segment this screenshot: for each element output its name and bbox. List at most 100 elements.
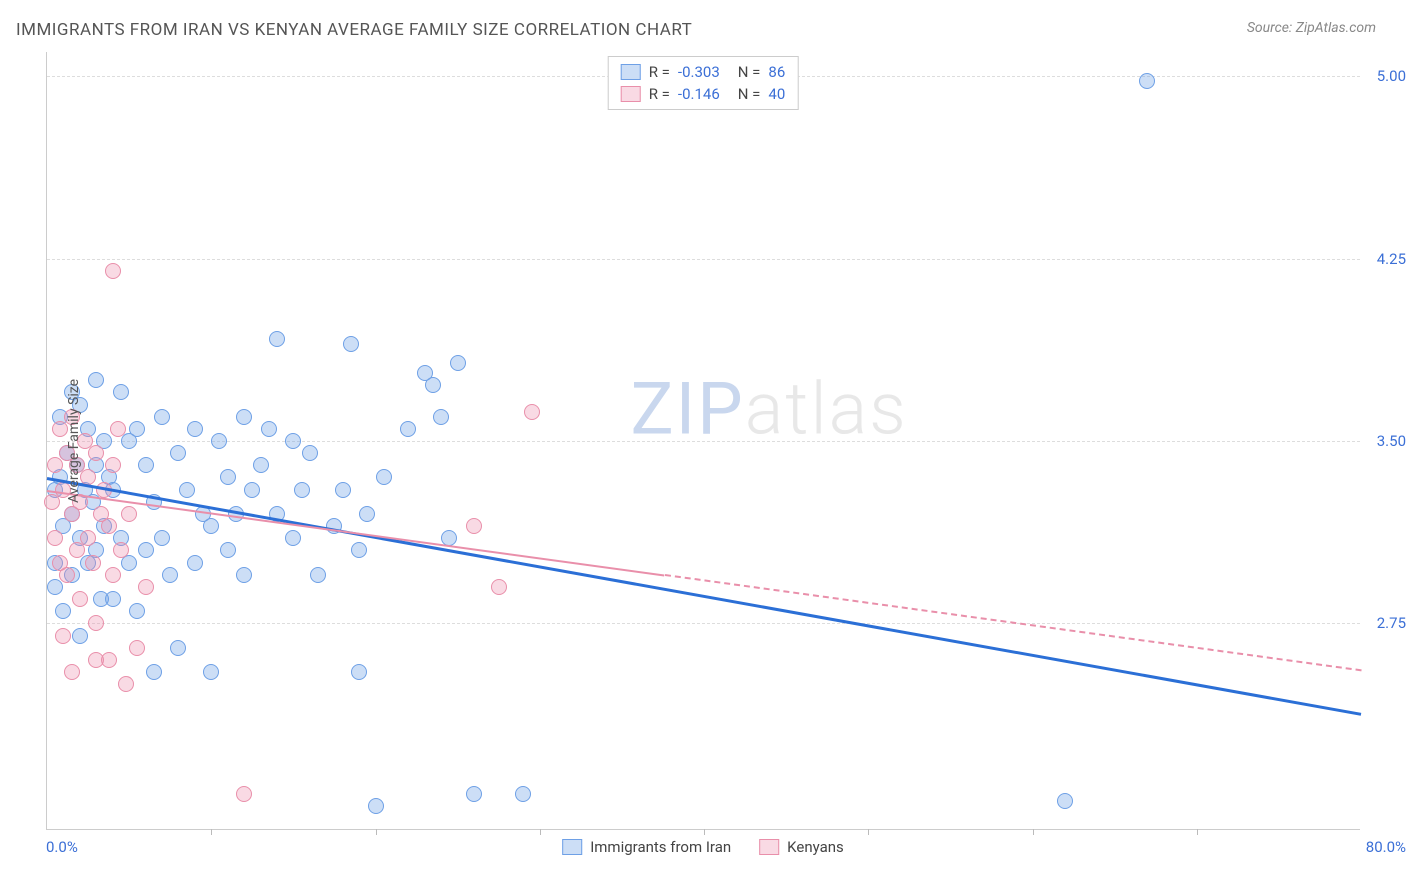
legend-row-iran: R = -0.303 N = 86 bbox=[621, 61, 786, 83]
data-point bbox=[236, 786, 252, 802]
data-point bbox=[1139, 73, 1155, 89]
data-point bbox=[187, 555, 203, 571]
data-point bbox=[138, 579, 154, 595]
data-point bbox=[310, 567, 326, 583]
data-point bbox=[80, 530, 96, 546]
data-point bbox=[425, 377, 441, 393]
data-point bbox=[88, 372, 104, 388]
data-point bbox=[450, 355, 466, 371]
r-value-iran: -0.303 bbox=[678, 63, 720, 81]
data-point bbox=[88, 445, 104, 461]
data-point bbox=[285, 433, 301, 449]
y-tick-label: 5.00 bbox=[1366, 67, 1406, 85]
data-point bbox=[203, 518, 219, 534]
n-value-iran: 86 bbox=[768, 63, 785, 81]
data-point bbox=[220, 542, 236, 558]
data-point bbox=[1057, 793, 1073, 809]
data-point bbox=[113, 384, 129, 400]
data-point bbox=[351, 542, 367, 558]
data-point bbox=[368, 798, 384, 814]
data-point bbox=[44, 494, 60, 510]
y-tick-label: 2.75 bbox=[1366, 614, 1406, 632]
gridline-h bbox=[47, 259, 1360, 260]
data-point bbox=[236, 567, 252, 583]
data-point bbox=[376, 469, 392, 485]
data-point bbox=[138, 542, 154, 558]
data-point bbox=[138, 457, 154, 473]
r-label: R = bbox=[649, 63, 670, 81]
data-point bbox=[105, 263, 121, 279]
data-point bbox=[47, 457, 63, 473]
legend-row-kenyans: R = -0.146 N = 40 bbox=[621, 83, 786, 105]
data-point bbox=[162, 567, 178, 583]
data-point bbox=[524, 404, 540, 420]
correlation-legend: R = -0.303 N = 86 R = -0.146 N = 40 bbox=[608, 56, 799, 110]
r-value-kenyans: -0.146 bbox=[678, 85, 720, 103]
trend-line bbox=[47, 490, 665, 577]
data-point bbox=[105, 457, 121, 473]
chart-container: ZIPatlas 2.753.504.255.00 Average Family… bbox=[46, 52, 1360, 830]
data-point bbox=[400, 421, 416, 437]
legend-swatch-iran bbox=[621, 64, 641, 80]
data-point bbox=[236, 409, 252, 425]
legend-label-kenyans: Kenyans bbox=[787, 838, 844, 856]
data-point bbox=[302, 445, 318, 461]
legend-swatch-kenyans bbox=[621, 86, 641, 102]
y-axis-label: Average Family Size bbox=[66, 379, 82, 503]
data-point bbox=[110, 421, 126, 437]
r-label: R = bbox=[649, 85, 670, 103]
x-axis-max-label: 80.0% bbox=[1366, 838, 1406, 856]
data-point bbox=[59, 567, 75, 583]
watermark: ZIPatlas bbox=[631, 367, 908, 452]
data-point bbox=[121, 506, 137, 522]
data-point bbox=[47, 530, 63, 546]
x-tick bbox=[1197, 829, 1198, 835]
data-point bbox=[359, 506, 375, 522]
data-point bbox=[244, 482, 260, 498]
trend-line bbox=[47, 477, 1362, 716]
data-point bbox=[47, 579, 63, 595]
data-point bbox=[154, 409, 170, 425]
x-tick bbox=[540, 829, 541, 835]
data-point bbox=[154, 530, 170, 546]
data-point bbox=[129, 640, 145, 656]
data-point bbox=[55, 603, 71, 619]
x-tick bbox=[1033, 829, 1034, 835]
data-point bbox=[55, 628, 71, 644]
data-point bbox=[105, 591, 121, 607]
source-attribution: Source: ZipAtlas.com bbox=[1247, 20, 1376, 36]
watermark-atlas: atlas bbox=[745, 367, 908, 452]
legend-swatch-kenyans bbox=[759, 839, 779, 855]
x-tick bbox=[376, 829, 377, 835]
data-point bbox=[351, 664, 367, 680]
watermark-zip: ZIP bbox=[631, 367, 745, 452]
data-point bbox=[491, 579, 507, 595]
data-point bbox=[343, 336, 359, 352]
x-tick bbox=[868, 829, 869, 835]
n-value-kenyans: 40 bbox=[768, 85, 785, 103]
data-point bbox=[187, 421, 203, 437]
data-point bbox=[101, 518, 117, 534]
data-point bbox=[113, 542, 129, 558]
data-point bbox=[64, 664, 80, 680]
data-point bbox=[105, 567, 121, 583]
data-point bbox=[72, 591, 88, 607]
data-point bbox=[118, 676, 134, 692]
data-point bbox=[211, 433, 227, 449]
n-label: N = bbox=[738, 63, 761, 81]
data-point bbox=[335, 482, 351, 498]
data-point bbox=[466, 518, 482, 534]
data-point bbox=[253, 457, 269, 473]
data-point bbox=[285, 530, 301, 546]
data-point bbox=[88, 652, 104, 668]
legend-item-kenyans: Kenyans bbox=[759, 838, 844, 856]
x-axis-min-label: 0.0% bbox=[46, 838, 78, 856]
chart-title: IMMIGRANTS FROM IRAN VS KENYAN AVERAGE F… bbox=[16, 20, 692, 40]
data-point bbox=[72, 628, 88, 644]
gridline-h bbox=[47, 441, 1360, 442]
data-point bbox=[179, 482, 195, 498]
data-point bbox=[129, 603, 145, 619]
data-point bbox=[85, 555, 101, 571]
legend-item-iran: Immigrants from Iran bbox=[562, 838, 731, 856]
legend-swatch-iran bbox=[562, 839, 582, 855]
